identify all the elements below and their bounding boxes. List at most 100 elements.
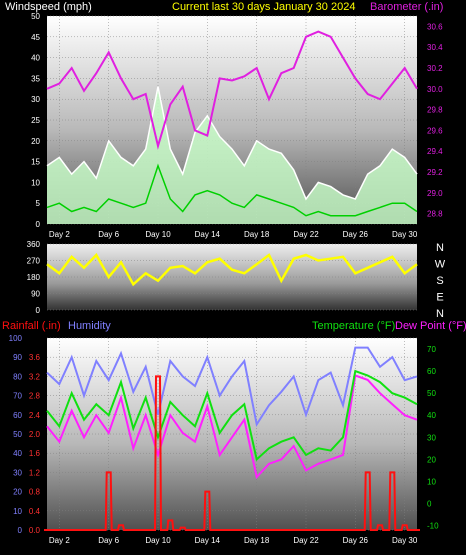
barometer-tick-label: 29.2: [427, 168, 443, 177]
temperature-label: Temperature (°F): [312, 320, 395, 332]
rainfall-tick-label: 0.8: [29, 488, 41, 497]
rainfall-tick-label: 2.4: [29, 411, 41, 420]
x-tick-label: Day 18: [244, 536, 270, 545]
windspeed-tick-label: 45: [31, 33, 40, 42]
x-tick-label: Day 22: [293, 536, 319, 545]
humidity-axis: 0 10 20 30 40 50 60 70 80 90 100: [9, 334, 23, 535]
temperature-tick-label: 30: [427, 433, 436, 442]
humidity-tick-label: 80: [13, 372, 22, 381]
barometer-tick-label: 30.0: [427, 85, 443, 94]
windspeed-axis: 0 5 10 15 20 25 30 35 40 45 50: [31, 12, 40, 229]
dewpoint-label: Dew Point (°F): [395, 320, 466, 332]
rainfall-tick-label: 3.2: [29, 372, 41, 381]
barometer-line: [46, 30, 418, 150]
x-tick-label: Day 22: [293, 230, 319, 239]
compass-label: N: [436, 308, 444, 320]
rainfall-line: [44, 375, 420, 531]
x-tick-label: Day 14: [195, 230, 221, 239]
direction-tick-label: 180: [27, 273, 41, 282]
direction-line: [46, 252, 418, 287]
windspeed-label: Windspeed (mph): [5, 1, 92, 13]
barometer-axis: 28.8 29.0 29.2 29.4 29.6 29.8 30.0 30.2 30.4 30.6: [427, 22, 443, 218]
temperature-tick-label: 50: [427, 389, 436, 398]
windspeed-tick-label: 30: [31, 95, 40, 104]
wind-gust-area: [47, 86, 417, 224]
windspeed-tick-label: 20: [31, 137, 40, 146]
barometer-tick-label: 29.0: [427, 189, 443, 198]
barometer-tick-label: 28.8: [427, 210, 443, 219]
barometer-tick-label: 29.4: [427, 147, 443, 156]
humidity-tick-label: 100: [9, 334, 23, 343]
temperature-tick-label: 60: [427, 367, 436, 376]
direction-tick-label: 270: [27, 257, 41, 266]
windspeed-tick-label: 50: [31, 12, 40, 21]
rain-panel-background: [47, 338, 417, 530]
windspeed-tick-label: 40: [31, 54, 40, 63]
humidity-tick-label: 50: [13, 430, 22, 439]
barometer-tick-label: 29.8: [427, 106, 443, 115]
humidity-tick-label: 20: [13, 488, 22, 497]
x-tick-label: Day 30: [392, 536, 418, 545]
wind-average-line: [46, 163, 418, 217]
compass-label: N: [436, 242, 444, 254]
compass-label: S: [436, 275, 443, 287]
humidity-line: [46, 346, 418, 428]
x-tick-label: Day 2: [49, 230, 70, 239]
x-tick-label: Day 2: [49, 536, 70, 545]
compass-label: W: [435, 259, 446, 271]
x-tick-label: Day 6: [98, 230, 119, 239]
windspeed-tick-label: 10: [31, 178, 40, 187]
windspeed-tick-label: 25: [31, 116, 40, 125]
barometer-tick-label: 29.6: [427, 126, 443, 135]
direction-axis: 0 90 180 270 360: [27, 240, 41, 315]
temperature-tick-label: 10: [427, 477, 436, 486]
wind-gust-line: [46, 86, 418, 201]
humidity-tick-label: 60: [13, 411, 22, 420]
windspeed-tick-label: 0: [36, 220, 41, 229]
rainfall-label: Rainfall (.in): [2, 320, 61, 332]
temperature-tick-label: -10: [427, 522, 439, 531]
windspeed-tick-label: 5: [36, 199, 41, 208]
direction-tick-label: 90: [31, 290, 40, 299]
direction-tick-label: 0: [36, 306, 41, 315]
barometer-series: [46, 30, 418, 150]
x-tick-label: Day 18: [244, 230, 270, 239]
rainfall-tick-label: 0.0: [29, 526, 41, 535]
humidity-tick-label: 70: [13, 392, 22, 401]
windspeed-tick-label: 15: [31, 158, 40, 167]
rainfall-tick-label: 2.8: [29, 392, 41, 401]
x-tick-label: Day 6: [98, 536, 119, 545]
humidity-tick-label: 30: [13, 468, 22, 477]
direction-panel-background: [47, 244, 417, 310]
rainfall-tick-label: 2.0: [29, 430, 41, 439]
humidity-tick-label: 10: [13, 507, 22, 516]
rainfall-tick-label: 3.6: [29, 353, 41, 362]
rainfall-tick-label: 1.6: [29, 449, 41, 458]
barometer-tick-label: 30.6: [427, 22, 443, 31]
humidity-tick-label: 90: [13, 353, 22, 362]
x-tick-label: Day 26: [343, 536, 369, 545]
x-tick-label: Day 10: [145, 230, 171, 239]
temperature-tick-label: 0: [427, 500, 432, 509]
windspeed-tick-label: 35: [31, 74, 40, 83]
rain-humidity-temp-series: [44, 346, 420, 531]
rain-x-axis: Day 2 Day 6 Day 10 Day 14 Day 18 Day 22 Day 26…: [49, 536, 418, 545]
x-tick-label: Day 26: [343, 230, 369, 239]
x-tick-label: Day 14: [195, 536, 221, 545]
temperature-tick-label: 40: [427, 411, 436, 420]
wind-x-axis: Day 2 Day 6 Day 10 Day 14 Day 18 Day 22 Day 26…: [49, 230, 418, 239]
barometer-tick-label: 30.4: [427, 43, 443, 52]
compass-label: E: [436, 292, 443, 304]
barometer-label: Barometer (.in): [370, 1, 443, 13]
rainfall-axis: 0.0 0.4 0.8 1.2 1.6 2.0 2.4 2.8 3.2 3.6: [29, 353, 41, 535]
rainfall-tick-label: 0.4: [29, 507, 41, 516]
humidity-tick-label: 40: [13, 449, 22, 458]
chart-title: Current last 30 days January 30 2024: [172, 1, 355, 13]
x-tick-label: Day 30: [392, 230, 418, 239]
x-tick-label: Day 10: [145, 536, 171, 545]
temperature-line: [46, 369, 418, 462]
wind-series: [46, 86, 418, 224]
temperature-tick-label: 20: [427, 455, 436, 464]
